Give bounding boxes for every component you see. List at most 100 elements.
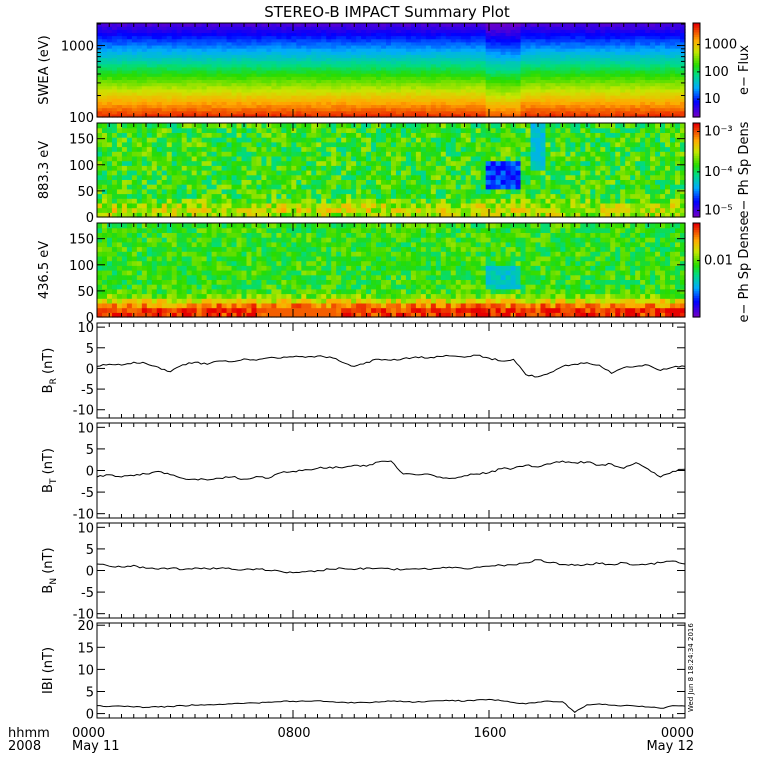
- heatmap-cell: [141, 51, 148, 55]
- heatmap-cell: [435, 32, 442, 37]
- heatmap-cell: [161, 160, 168, 166]
- heatmap-cell: [570, 60, 576, 65]
- heatmap-cell: [341, 198, 347, 204]
- heatmap-cell: [101, 57, 108, 62]
- heatmap-cell: [465, 38, 472, 43]
- heatmap-cell: [166, 198, 173, 204]
- heatmap-cell: [400, 127, 407, 133]
- heatmap-cell: [326, 101, 332, 106]
- heatmap-cell: [321, 70, 327, 74]
- heatmap-cell: [505, 63, 512, 68]
- heatmap-cell: [116, 85, 123, 90]
- heatmap-cell: [266, 202, 272, 209]
- heatmap-cell: [336, 26, 342, 30]
- heatmap-cell: [391, 141, 397, 148]
- heatmap-cell: [510, 54, 517, 59]
- heatmap-cell: [560, 98, 566, 102]
- heatmap-cell: [600, 88, 606, 93]
- heatmap-cell: [316, 44, 322, 49]
- heatmap-cell: [126, 179, 133, 185]
- heatmap-cell: [201, 188, 208, 195]
- heatmap-cell: [301, 104, 307, 109]
- heatmap-cell: [395, 184, 402, 190]
- heatmap-cell: [296, 174, 302, 180]
- heatmap-cell: [151, 155, 158, 162]
- heatmap-cell: [111, 179, 118, 185]
- heatmap-cell: [191, 132, 198, 138]
- heatmap-cell: [405, 127, 412, 133]
- heatmap-cell: [405, 41, 412, 46]
- heatmap-cells: [97, 123, 686, 218]
- heatmap-cell: [131, 146, 138, 152]
- heatmap-cell: [181, 202, 188, 209]
- heatmap-cell: [376, 165, 382, 171]
- heatmap-cell: [346, 70, 352, 74]
- heatmap-cell: [665, 57, 671, 62]
- heatmap-cell: [560, 66, 566, 71]
- heatmap-cell: [251, 179, 258, 185]
- heatmap-cell: [246, 48, 253, 52]
- heatmap-cell: [226, 88, 233, 93]
- heatmap-cell: [111, 141, 118, 148]
- heatmap-cell: [575, 48, 581, 52]
- heatmap-cell: [351, 132, 357, 138]
- heatmap-cell: [371, 73, 377, 77]
- heatmap-cell: [395, 107, 402, 112]
- heatmap-cell: [271, 41, 277, 46]
- heatmap-cell: [331, 141, 337, 148]
- heatmap-cell: [670, 63, 676, 68]
- heatmap-cell: [460, 26, 467, 30]
- heatmap-cell: [590, 113, 596, 118]
- heatmap-cell: [376, 98, 382, 102]
- heatmap-cell: [525, 73, 532, 77]
- heatmap-cell: [615, 76, 621, 80]
- heatmap-cell: [291, 212, 297, 218]
- heatmap-cell: [430, 79, 437, 84]
- heatmap-cell: [625, 38, 631, 43]
- heatmap-cell: [405, 198, 412, 204]
- heatmap-cell: [166, 207, 173, 213]
- heatmap-cell: [650, 101, 656, 106]
- heatmap-cell: [146, 127, 153, 133]
- heatmap-cell: [386, 44, 392, 49]
- heatmap-cell: [311, 82, 317, 87]
- heatmap-cell: [540, 107, 547, 112]
- heatmap-cell: [560, 35, 566, 40]
- heatmap-cell: [176, 32, 183, 37]
- heatmap-cell: [490, 88, 497, 93]
- heatmap-cell: [296, 79, 302, 84]
- heatmap-cell: [286, 155, 292, 162]
- heatmap-cell: [291, 41, 297, 46]
- heatmap-cell: [126, 101, 133, 106]
- heatmap-cell: [186, 35, 193, 40]
- heatmap-cell: [470, 57, 477, 62]
- heatmap-cell: [655, 32, 661, 37]
- heatmap-cell: [381, 146, 387, 152]
- heatmap-cell: [241, 91, 248, 96]
- heatmap-cell: [311, 132, 317, 138]
- heatmap-cell: [97, 79, 103, 84]
- heatmap-cell: [400, 26, 407, 30]
- heatmap-cell: [475, 85, 482, 90]
- heatmap-cell: [595, 66, 601, 71]
- heatmap-cell: [635, 98, 641, 102]
- heatmap-cell: [161, 48, 168, 52]
- heatmap-cell: [545, 79, 552, 84]
- heatmap-cell: [485, 85, 492, 90]
- heatmap-cell: [356, 51, 362, 55]
- heatmap-cell: [381, 155, 387, 162]
- heatmap-cell: [256, 151, 263, 157]
- heatmap-cell: [111, 85, 118, 90]
- heatmap-cell: [595, 26, 601, 30]
- heatmap-cell: [166, 141, 173, 148]
- heatmap-cell: [341, 82, 347, 87]
- heatmap-cell: [565, 79, 571, 84]
- heatmap-cell: [580, 107, 586, 112]
- heatmap-cell: [331, 160, 337, 166]
- heatmap-cell: [166, 107, 173, 112]
- heatmap-cell: [121, 41, 128, 46]
- heatmap-cell: [196, 54, 203, 59]
- heatmap-cell: [311, 60, 317, 65]
- heatmap-cell: [141, 82, 148, 87]
